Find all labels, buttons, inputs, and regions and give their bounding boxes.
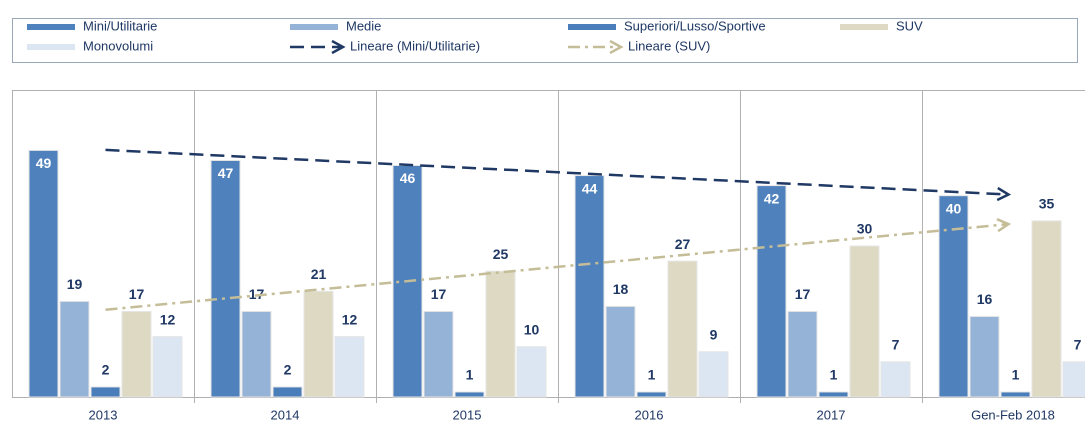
bar [849, 245, 880, 398]
x-tick-label: 2014 [271, 407, 300, 422]
plot-frame [12, 90, 1085, 398]
bar [303, 290, 334, 398]
bar [756, 185, 787, 398]
legend-label: Monovolumi [83, 38, 153, 53]
bar [121, 310, 152, 398]
bar [334, 336, 365, 398]
data-label: 17 [795, 286, 811, 302]
data-label: 44 [582, 180, 598, 196]
bar [667, 260, 698, 398]
legend-box [12, 18, 1078, 63]
data-label: 30 [857, 221, 873, 237]
data-label: 1 [466, 367, 474, 383]
bar [272, 386, 303, 398]
data-label: 17 [249, 286, 265, 302]
data-label: 17 [129, 286, 145, 302]
data-label: 1 [648, 367, 656, 383]
legend-label: Lineare (Mini/Utilitarie) [350, 38, 480, 53]
bar [880, 361, 911, 398]
legend-swatch [840, 24, 888, 30]
bar [28, 149, 59, 398]
legend-label: Lineare (SUV) [628, 38, 710, 53]
bar [90, 386, 121, 398]
data-label: 49 [36, 155, 52, 171]
bar [787, 310, 818, 398]
bar [59, 300, 90, 398]
legend-label: Medie [346, 18, 381, 33]
data-label: 9 [710, 326, 718, 342]
data-label: 7 [1074, 336, 1082, 352]
data-label: 18 [613, 281, 629, 297]
data-label: 12 [160, 311, 176, 327]
bar [1000, 391, 1031, 398]
data-label: 19 [67, 276, 83, 292]
data-label: 42 [764, 190, 780, 206]
data-label: 2 [102, 362, 110, 378]
data-label: 47 [218, 165, 234, 181]
data-label: 46 [400, 170, 416, 186]
bar [969, 315, 1000, 398]
bar [241, 310, 272, 398]
bar [454, 391, 485, 398]
legend-swatch [290, 24, 338, 30]
legend-label: SUV [896, 18, 923, 33]
data-label: 35 [1039, 196, 1055, 212]
bar [698, 351, 729, 398]
bar [423, 310, 454, 398]
legend-label: Superiori/Lusso/Sportive [624, 18, 766, 33]
x-tick-label: 2017 [817, 407, 846, 422]
x-tick-label: 2013 [89, 407, 118, 422]
bar [636, 391, 667, 398]
data-label: 10 [524, 321, 540, 337]
legend-swatch [27, 44, 75, 50]
bar [1062, 361, 1085, 398]
bar [605, 305, 636, 398]
data-label: 16 [977, 291, 993, 307]
bar [152, 336, 183, 398]
bar [818, 391, 849, 398]
bar [574, 175, 605, 398]
x-tick-label: 2016 [635, 407, 664, 422]
trendline [105, 148, 1008, 195]
data-label: 27 [675, 236, 691, 252]
legend-label: Mini/Utilitarie [83, 18, 157, 33]
data-label: 25 [493, 246, 509, 262]
data-label: 2 [284, 362, 292, 378]
x-tick-label: 2015 [453, 407, 482, 422]
bar [210, 159, 241, 398]
data-label: 1 [1012, 367, 1020, 383]
data-label: 7 [892, 336, 900, 352]
x-tick-label: Gen-Feb 2018 [971, 407, 1055, 422]
data-label: 1 [830, 367, 838, 383]
bar [938, 195, 969, 398]
bar [485, 270, 516, 398]
legend-swatch [27, 24, 75, 30]
data-label: 40 [946, 200, 962, 216]
bar [1031, 220, 1062, 398]
data-label: 12 [342, 311, 358, 327]
legend-swatch [568, 24, 616, 30]
data-label: 17 [431, 286, 447, 302]
data-label: 21 [311, 266, 327, 282]
bar [516, 346, 547, 398]
trendline [105, 224, 1008, 312]
